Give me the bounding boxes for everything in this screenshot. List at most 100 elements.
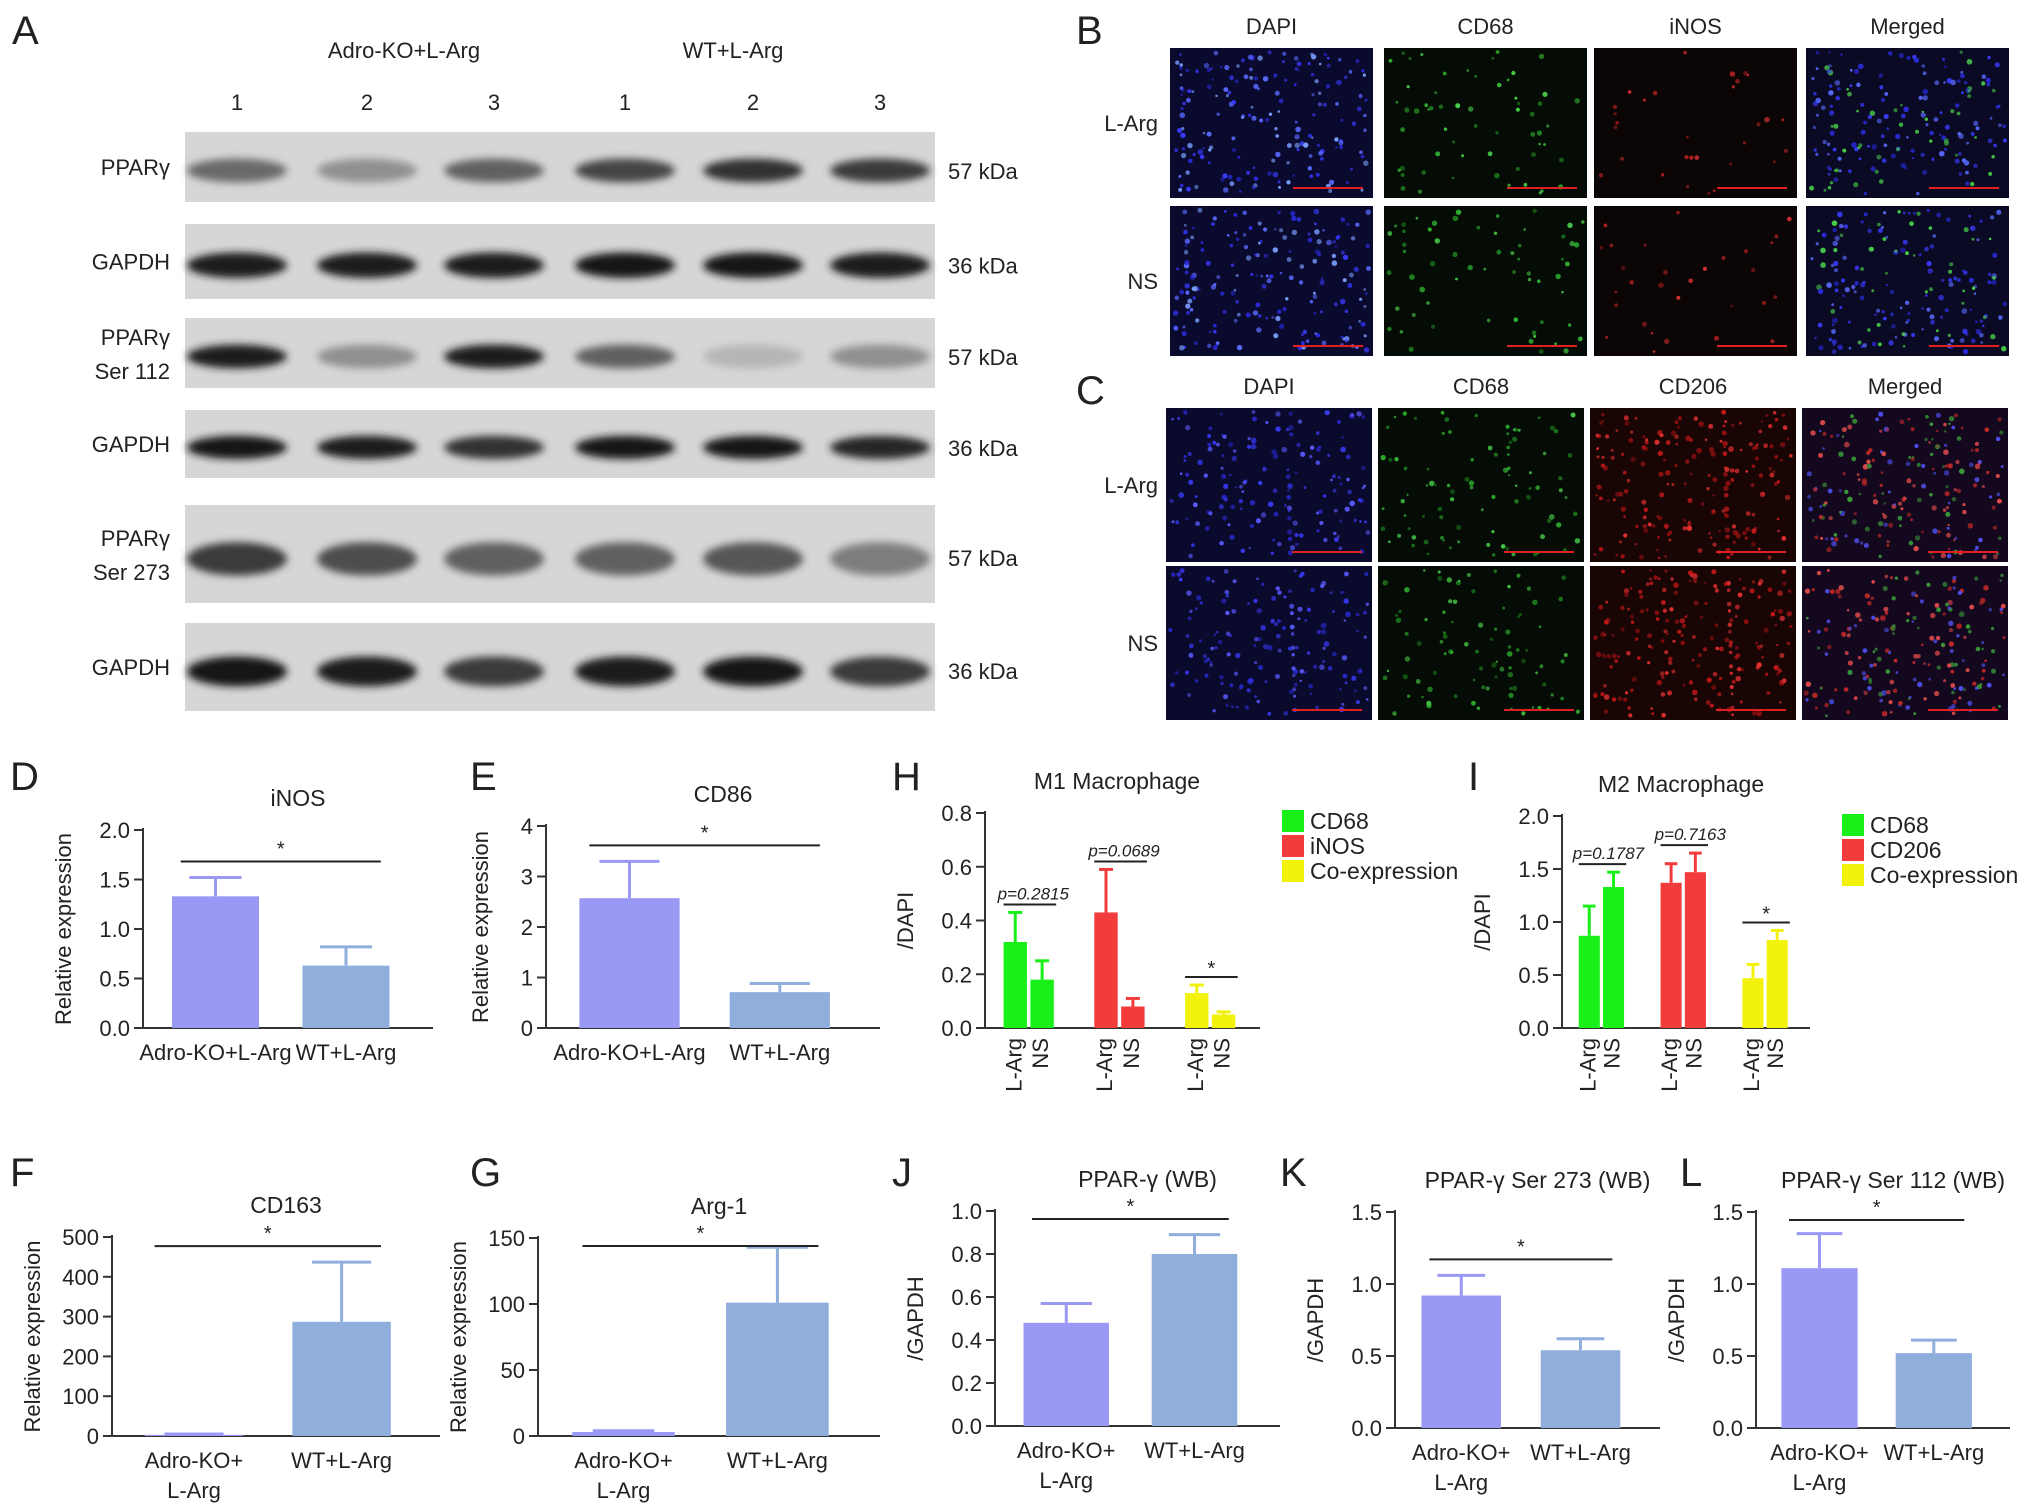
cell-signal (1930, 612, 1936, 619)
y-tick-label: 0.8 (951, 1242, 982, 1267)
cell-signal (2002, 138, 2007, 143)
cell-signal (1818, 429, 1822, 433)
cell-signal (1353, 518, 1358, 522)
micrograph-image (1806, 206, 2009, 356)
cell-signal (1308, 154, 1313, 158)
y-tick-label: 0 (87, 1424, 99, 1449)
cell-signal (1232, 579, 1237, 584)
cell-signal (1615, 429, 1619, 432)
blot-strip (185, 132, 935, 202)
cell-signal (1888, 340, 1894, 346)
micrograph-image (1384, 48, 1587, 198)
cell-signal (1921, 307, 1924, 310)
cell-signal (1206, 84, 1212, 90)
cell-signal (1446, 483, 1451, 488)
cell-signal (1932, 234, 1936, 238)
cell-signal (1708, 532, 1711, 535)
cell-signal (1886, 127, 1890, 131)
cell-signal (1186, 97, 1191, 103)
cell-signal (1910, 518, 1913, 522)
cell-signal (1350, 167, 1353, 171)
cell-signal (1257, 314, 1262, 318)
cell-signal (1665, 671, 1669, 675)
cell-signal (1623, 588, 1629, 594)
cell-signal (1773, 295, 1778, 299)
cell-signal (1521, 711, 1526, 716)
cell-signal (1913, 545, 1919, 552)
cell-signal (1613, 112, 1617, 116)
cell-signal (1871, 458, 1876, 462)
cell-signal (1610, 455, 1615, 460)
cell-signal (1925, 123, 1929, 127)
bar (726, 1302, 829, 1436)
cell-signal (1236, 176, 1242, 182)
cell-signal (1832, 317, 1838, 324)
cell-signal (1810, 257, 1814, 261)
cell-signal (1943, 138, 1949, 144)
cell-signal (1936, 607, 1941, 613)
cell-signal (1735, 676, 1741, 682)
cell-signal (1840, 53, 1843, 56)
blot-band (317, 542, 417, 576)
cell-signal (1732, 530, 1739, 536)
cell-signal (1729, 650, 1733, 655)
y-tick-label: 1.5 (1351, 1200, 1382, 1225)
cell-signal (1609, 243, 1614, 248)
cell-signal (1866, 450, 1871, 455)
cell-signal (1423, 569, 1426, 572)
cell-signal (1400, 127, 1405, 133)
cell-signal (1873, 493, 1877, 498)
cell-signal (1233, 671, 1239, 676)
cell-signal (1382, 675, 1388, 681)
cell-signal (1990, 215, 1995, 220)
cell-signal (1546, 124, 1550, 128)
cell-signal (1348, 70, 1353, 74)
cell-signal (1455, 209, 1462, 215)
cell-signal (1231, 100, 1237, 105)
y-tick-label: 0.6 (941, 855, 972, 880)
cell-signal (1890, 711, 1893, 714)
cell-signal (1841, 224, 1844, 228)
cell-signal (1174, 295, 1180, 301)
cell-signal (1958, 152, 1962, 156)
cell-signal (1677, 425, 1680, 429)
cell-signal (1294, 120, 1298, 124)
cell-signal (1970, 448, 1974, 452)
cell-signal (1715, 646, 1719, 651)
cell-signal (1815, 152, 1819, 156)
cell-signal (1751, 512, 1756, 517)
cell-signal (1805, 698, 1809, 702)
cell-signal (1235, 300, 1239, 304)
cell-signal (1987, 272, 1992, 276)
x-tick-label: L-Arg (1739, 1038, 1764, 1092)
cell-signal (2000, 603, 2006, 609)
cell-signal (1313, 312, 1317, 315)
cell-signal (1366, 266, 1371, 271)
cell-signal (1339, 482, 1343, 486)
cell-signal (1318, 150, 1323, 156)
chart-title: M1 Macrophage (1034, 768, 1200, 794)
cell-signal (1275, 315, 1281, 322)
cell-signal (1786, 641, 1791, 646)
cell-signal (1675, 442, 1679, 446)
cell-signal (1763, 443, 1768, 449)
cell-signal (1922, 169, 1928, 176)
cell-signal (1920, 152, 1925, 157)
cell-signal (1962, 289, 1965, 293)
cell-signal (1287, 536, 1293, 542)
cell-signal (1178, 577, 1183, 582)
cell-signal (1332, 488, 1337, 493)
cell-signal (1185, 68, 1189, 73)
cell-signal (1388, 457, 1393, 462)
cell-signal (1779, 700, 1782, 704)
cell-signal (1506, 432, 1510, 436)
cell-signal (1346, 477, 1350, 482)
cell-signal (1710, 451, 1716, 457)
cell-signal (1509, 687, 1513, 690)
cell-signal (1254, 661, 1258, 665)
cell-signal (1940, 315, 1944, 319)
cell-signal (1760, 644, 1764, 648)
cell-signal (1226, 234, 1230, 237)
cell-signal (1627, 706, 1631, 710)
cell-signal (1256, 577, 1259, 581)
